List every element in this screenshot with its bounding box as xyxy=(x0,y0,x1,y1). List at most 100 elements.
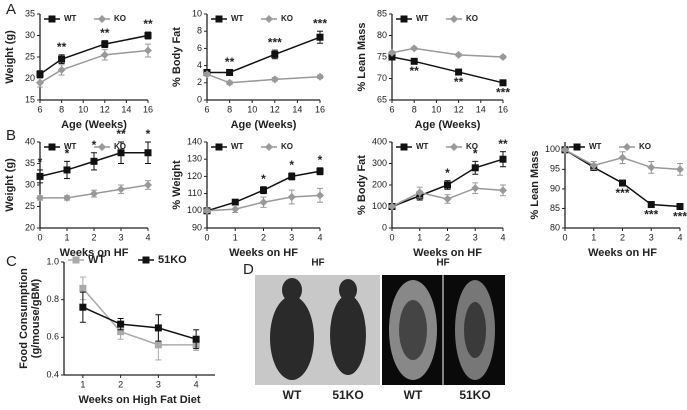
x-tick-label: 4 xyxy=(500,232,505,242)
marker xyxy=(471,164,479,172)
x-tick-label: 14 xyxy=(476,104,486,114)
x-tick-label: 12 xyxy=(270,104,280,114)
legend-marker xyxy=(98,143,106,151)
legend-marker xyxy=(400,15,408,23)
marker xyxy=(57,65,66,74)
legend-marker xyxy=(400,143,408,151)
marker xyxy=(454,50,463,59)
legend-label: WT xyxy=(88,254,105,266)
marker xyxy=(271,50,279,58)
x-axis-label: Weeks on HF xyxy=(588,247,657,259)
series-line xyxy=(206,73,321,84)
photo-caption: WT xyxy=(404,388,423,402)
significance: * xyxy=(473,147,478,161)
y-tick-label: 30 xyxy=(25,30,35,40)
x-tick-label: 8 xyxy=(227,104,232,114)
x-tick-label: 0 xyxy=(37,232,42,242)
y-tick-label: 35 xyxy=(25,8,35,18)
x-tick-label: 1 xyxy=(417,232,422,242)
marker xyxy=(388,202,396,211)
significance: *** xyxy=(644,208,658,222)
x-axis-label: Weeks on High Fat Diet xyxy=(78,394,200,405)
marker xyxy=(144,181,152,189)
significance: *** xyxy=(313,16,327,30)
y-tick-label: 25 xyxy=(25,201,35,211)
legend-marker xyxy=(48,143,56,151)
marker xyxy=(100,50,109,59)
y-tick-label: 0.8 xyxy=(46,294,59,304)
marker xyxy=(203,70,211,79)
legend-label: KO xyxy=(281,142,293,151)
x-tick-label: 1 xyxy=(233,232,238,242)
chart: 15 20 25 30 35 6 8 10 12 14 16 Age (Weeks) Weight (g… xyxy=(4,8,153,131)
y-tick-label: 100 xyxy=(545,144,560,154)
marker xyxy=(117,149,125,157)
series-line xyxy=(391,47,504,58)
marker xyxy=(647,201,655,209)
legend-label: WT xyxy=(589,142,602,151)
chart: 0 100 200 300 400 0 1 2 3 4 Weeks on HF % Body Fat W… xyxy=(356,136,508,259)
x-tick-label: 16 xyxy=(315,104,325,114)
significance: * xyxy=(92,138,97,152)
series-line xyxy=(82,287,197,346)
x-tick-label: 3 xyxy=(156,379,161,389)
y-axis-label: % Lean Mass xyxy=(529,150,541,219)
significance: ** xyxy=(225,55,235,69)
x-tick-label: 10 xyxy=(78,104,88,114)
marker xyxy=(316,191,324,200)
legend-marker xyxy=(623,143,631,151)
chart: 80 85 90 95 100 0 1 2 3 4 Weeks on HF % Lean Mass WT… xyxy=(529,142,687,259)
y-tick-label: 20 xyxy=(25,222,35,232)
marker xyxy=(589,161,598,170)
mouse xyxy=(330,295,366,375)
marker xyxy=(455,68,463,76)
marker xyxy=(192,335,200,343)
x-tick-label: 3 xyxy=(118,232,123,242)
y-tick-label: 90 xyxy=(192,222,202,232)
marker xyxy=(270,75,279,84)
y-tick-label: 20 xyxy=(25,73,35,83)
x-tick-label: 2 xyxy=(118,379,123,389)
x-tick-label: 12 xyxy=(100,104,110,114)
y-axis-label: Food Consumption xyxy=(18,268,30,369)
marker xyxy=(561,145,569,154)
y-tick-label: 100 xyxy=(187,205,202,215)
marker xyxy=(101,40,109,48)
marker xyxy=(676,165,684,174)
y-tick-label: 200 xyxy=(372,179,387,189)
marker xyxy=(226,68,234,76)
marker xyxy=(499,186,507,195)
x-tick-label: 16 xyxy=(498,104,508,114)
legend-marker xyxy=(142,256,150,264)
marker xyxy=(117,185,125,194)
x-axis-label: Weeks on HF xyxy=(229,247,298,259)
marker xyxy=(154,341,162,349)
y-tick-label: 130 xyxy=(187,154,202,164)
marker xyxy=(154,324,162,332)
marker xyxy=(316,72,324,81)
legend-label: WT xyxy=(231,142,244,151)
x-tick-label: 6 xyxy=(389,104,394,114)
legend-label: KO xyxy=(639,142,651,151)
series-line xyxy=(39,49,149,84)
chart: 20 25 30 35 40 0 1 2 3 4 Weeks on HF Weight (g) WT KO… xyxy=(4,127,152,259)
y-tick-label: 90 xyxy=(550,183,560,193)
mri-organs xyxy=(399,300,427,360)
panel-label: D xyxy=(243,261,254,278)
y-tick-label: 110 xyxy=(188,188,202,198)
x-tick-label: 1 xyxy=(64,232,69,242)
legend-marker xyxy=(215,15,223,23)
marker xyxy=(36,70,44,78)
x-tick-label: 1 xyxy=(591,232,596,242)
legend-marker xyxy=(98,15,106,23)
marker xyxy=(499,53,507,61)
y-tick-label: 140 xyxy=(187,136,202,146)
photo-caption: 51KO xyxy=(459,388,490,402)
legend-label: WT xyxy=(231,14,244,23)
legend-marker xyxy=(450,15,458,23)
marker xyxy=(388,48,396,57)
legend-label: KO xyxy=(466,14,478,23)
legend-label: KO xyxy=(114,14,126,23)
marker xyxy=(287,193,296,202)
marker xyxy=(288,172,296,180)
